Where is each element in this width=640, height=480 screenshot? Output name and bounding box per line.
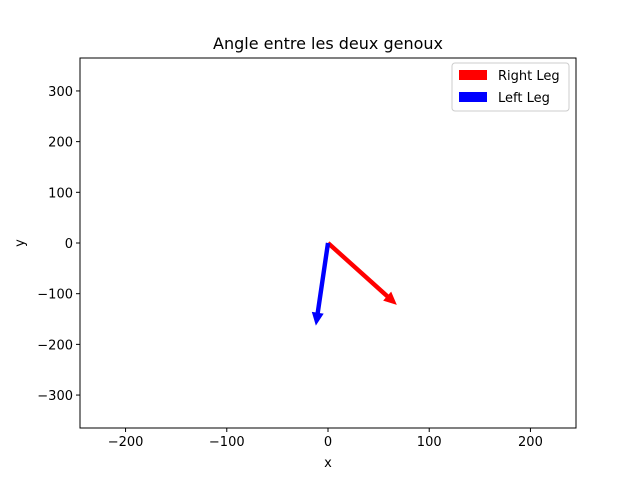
arrow-left-leg — [311, 242, 331, 326]
arrow-right-leg — [326, 241, 397, 305]
x-tick-label: −200 — [108, 435, 144, 450]
x-tick-label: −100 — [209, 435, 245, 450]
y-tick-label: −100 — [37, 288, 73, 303]
legend-swatch-left-leg — [459, 92, 487, 102]
plot-area: −200 −100 0 100 200 −300 −200 −100 0 100 200 300 — [37, 57, 577, 450]
x-tick-label: 0 — [324, 435, 332, 450]
x-tick-label: 100 — [417, 435, 442, 450]
y-tick-label: 300 — [48, 85, 73, 100]
legend: Right Leg Left Leg — [451, 62, 570, 112]
y-tick-label: −300 — [37, 389, 73, 404]
y-tick-label: 0 — [65, 237, 73, 252]
chart-title: Angle entre les deux genoux — [213, 34, 443, 53]
y-axis-label: y — [13, 239, 28, 247]
legend-label-left-leg: Left Leg — [498, 91, 550, 106]
x-tick-label: 200 — [518, 435, 543, 450]
legend-swatch-right-leg — [459, 70, 487, 80]
y-tick-label: −200 — [37, 338, 73, 353]
x-axis-label: x — [324, 456, 332, 471]
y-tick-label: 200 — [48, 136, 73, 151]
legend-label-right-leg: Right Leg — [498, 69, 560, 84]
y-tick-label: 100 — [48, 186, 73, 201]
